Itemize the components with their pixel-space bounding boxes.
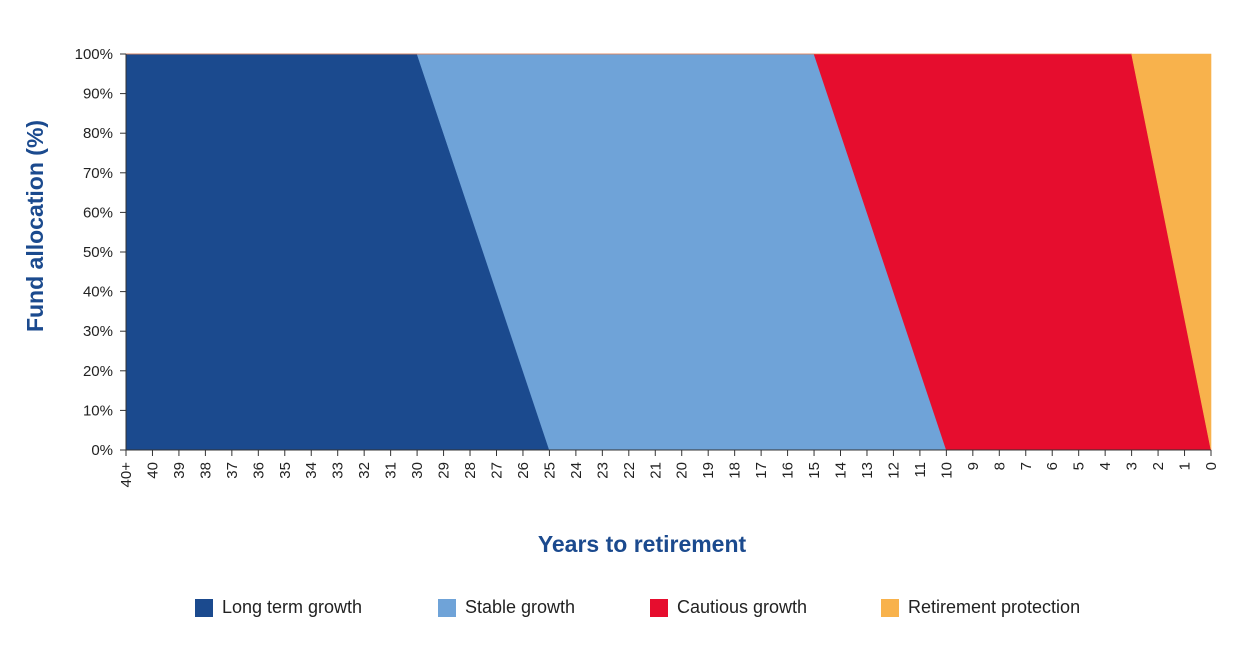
legend-swatch	[881, 598, 899, 617]
x-tick-label: 19	[700, 462, 717, 479]
x-tick-label: 4	[1097, 462, 1114, 470]
x-tick-label: 1	[1177, 462, 1194, 470]
x-tick-label: 0	[1203, 462, 1220, 470]
y-tick-label: 100%	[75, 46, 113, 63]
y-tick-label: 70%	[83, 165, 113, 182]
legend-item-retirement-protection: Retirement protection	[881, 597, 1080, 618]
x-tick-label: 10	[938, 462, 955, 479]
legend-swatch	[195, 598, 213, 617]
x-tick-label: 13	[859, 462, 876, 479]
legend-swatch	[438, 598, 456, 617]
area-retirement-protection	[126, 53, 1212, 451]
y-tick-label: 20%	[83, 363, 113, 380]
y-tick-label: 10%	[83, 402, 113, 419]
x-tick-label: 6	[1044, 462, 1061, 470]
x-tick-label: 20	[674, 462, 691, 479]
x-tick-label: 18	[727, 462, 744, 479]
y-axis-title: Fund allocation (%)	[22, 120, 48, 332]
x-tick-label: 8	[991, 462, 1008, 470]
x-tick-label: 29	[436, 462, 453, 479]
x-tick-label: 39	[171, 462, 188, 479]
x-tick-label: 16	[780, 462, 797, 479]
x-tick-label: 14	[833, 462, 850, 479]
x-tick-label: 37	[224, 462, 241, 479]
x-tick-label: 5	[1071, 462, 1088, 470]
x-tick-label: 28	[462, 462, 479, 479]
legend-label: Retirement protection	[908, 597, 1081, 617]
x-tick-label: 38	[197, 462, 214, 479]
x-tick-label: 15	[806, 462, 823, 479]
x-tick-label: 40	[144, 462, 161, 479]
x-tick-label: 23	[594, 462, 611, 479]
y-tick-label: 40%	[83, 284, 113, 301]
y-tick-label: 0%	[91, 442, 113, 459]
x-tick-label: 27	[488, 462, 505, 479]
y-tick-label: 90%	[83, 86, 113, 103]
legend-label: Cautious growth	[677, 597, 808, 617]
x-tick-label: 2	[1150, 462, 1167, 470]
x-tick-label: 40+	[118, 462, 135, 488]
x-tick-labels: 40+ 40 39 38 37 36 35 34 33 32 31 30 29 28 27 26 25 24 23 2…	[118, 462, 1220, 488]
x-tick-label: 3	[1124, 462, 1141, 470]
axes-group	[120, 53, 1212, 456]
x-tick-label: 12	[885, 462, 902, 479]
x-tick-label: 32	[356, 462, 373, 479]
x-tick-label: 22	[621, 462, 638, 479]
x-tick-label: 7	[1018, 462, 1035, 470]
x-tick-label: 36	[250, 462, 267, 479]
x-tick-label: 34	[303, 462, 320, 479]
y-tick-label: 50%	[83, 244, 113, 261]
x-tick-label: 31	[383, 462, 400, 479]
x-tick-label: 35	[277, 462, 294, 479]
x-tick-label: 21	[647, 462, 664, 479]
x-tick-label: 33	[330, 462, 347, 479]
legend-item-long-term-growth: Long term growth	[195, 597, 362, 618]
y-tick-label: 30%	[83, 323, 113, 340]
y-tick-labels: 0% 10% 20% 30% 40% 50% 60% 70% 80% 90% 100%	[75, 46, 113, 459]
legend-swatch	[650, 598, 668, 617]
x-tick-label: 9	[965, 462, 982, 470]
x-tick-label: 26	[515, 462, 532, 479]
legend: Long term growth Stable growth Cautious …	[0, 597, 1240, 625]
legend-item-stable-growth: Stable growth	[438, 597, 575, 618]
x-tick-label: 11	[912, 462, 929, 478]
x-tick-label: 30	[409, 462, 426, 479]
x-axis-title: Years to retirement	[538, 531, 747, 557]
x-tick-label: 25	[541, 462, 558, 479]
area-series-group	[125, 53, 1212, 451]
legend-label: Stable growth	[465, 597, 576, 617]
x-tick-label: 24	[568, 462, 585, 479]
x-tick-label: 17	[753, 462, 770, 479]
y-tick-label: 60%	[83, 204, 113, 221]
legend-item-cautious-growth: Cautious growth	[650, 597, 807, 618]
y-tick-label: 80%	[83, 125, 113, 142]
legend-label: Long term growth	[222, 597, 363, 617]
